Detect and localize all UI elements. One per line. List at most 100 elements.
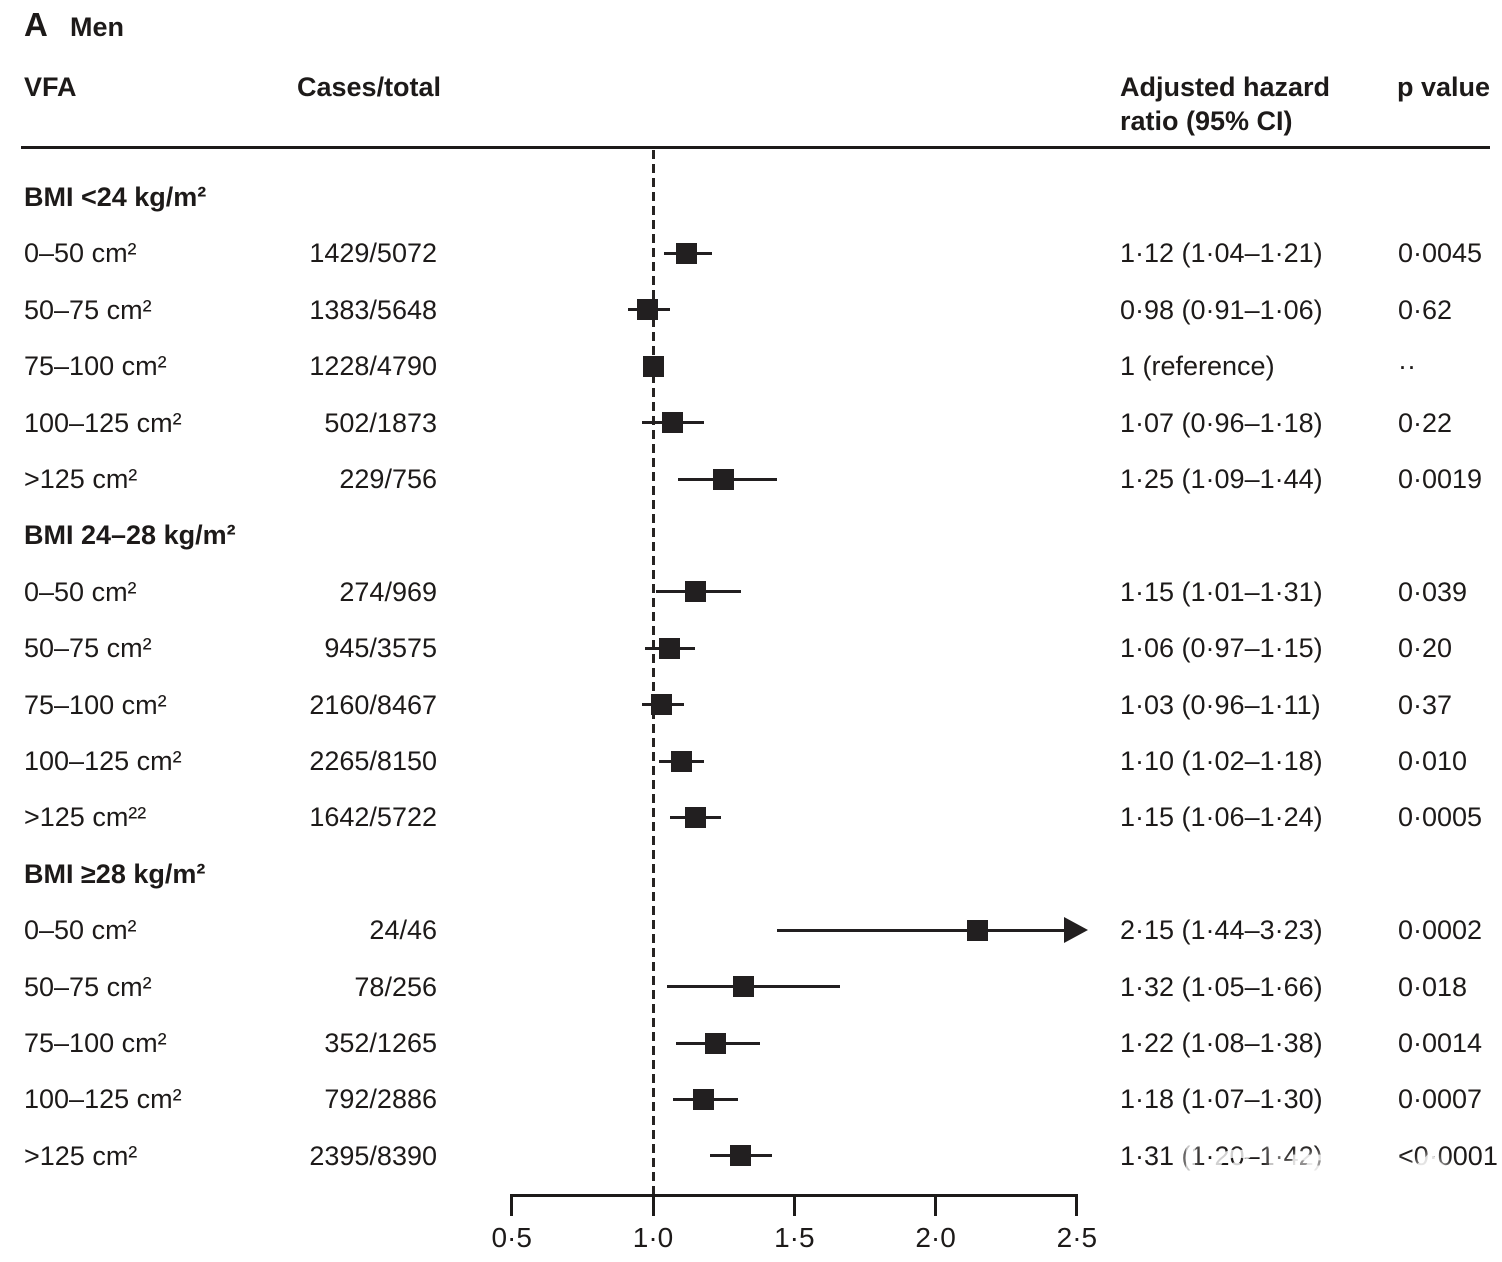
hr-marker bbox=[670, 750, 692, 772]
row-label: 0–50 cm² bbox=[24, 576, 137, 607]
x-axis-line bbox=[510, 1194, 1078, 1197]
row-label: 100–125 cm² bbox=[24, 1084, 182, 1115]
row-cases-total: 1383/5648 bbox=[309, 294, 437, 325]
column-header-adjusted-hazard-ratio: Adjusted hazard ratio (95% CI) bbox=[1120, 70, 1330, 138]
hr-marker bbox=[684, 581, 706, 603]
row-hazard-ratio-text: 1·22 (1·08–1·38) bbox=[1120, 1028, 1323, 1058]
x-axis-tick-label: 0·5 bbox=[491, 1222, 532, 1253]
row-label: 0–50 cm² bbox=[24, 915, 137, 946]
x-axis-tick-label: 2·0 bbox=[915, 1222, 956, 1253]
row-label: 75–100 cm² bbox=[24, 1028, 167, 1058]
row-hazard-ratio-text: 1 (reference) bbox=[1120, 351, 1275, 382]
hr-marker bbox=[713, 468, 735, 490]
x-axis-tick-label: 1·5 bbox=[774, 1222, 815, 1253]
x-axis-tick bbox=[510, 1196, 514, 1216]
x-axis-tick bbox=[1075, 1196, 1079, 1216]
column-header-vfa: VFA bbox=[24, 72, 77, 102]
reference-dashed-line bbox=[651, 150, 655, 1196]
row-cases-total: 24/46 bbox=[369, 915, 437, 946]
watermark-latin-text: MEDIECO GROUP bbox=[1290, 1196, 1480, 1217]
hr-marker bbox=[650, 694, 672, 716]
row-cases-total: 2160/8467 bbox=[309, 689, 437, 720]
row-cases-total: 792/2886 bbox=[324, 1084, 437, 1115]
group-label: BMI <24 kg/m² bbox=[24, 182, 207, 212]
x-axis-tick-label: 1·0 bbox=[632, 1222, 674, 1253]
row-cases-total: 945/3575 bbox=[324, 633, 437, 664]
row-p-value: 0·20 bbox=[1398, 633, 1453, 664]
row-hazard-ratio-text: 2·15 (1·44–3·23) bbox=[1120, 915, 1323, 946]
row-label: 50–75 cm² bbox=[24, 633, 152, 664]
row-hazard-ratio-text: 1·06 (0·97–1·15) bbox=[1120, 633, 1323, 664]
row-cases-total: 1429/5072 bbox=[309, 238, 437, 269]
column-header-hr-line1: Adjusted hazard bbox=[1120, 72, 1331, 102]
column-header-hr-line2: ratio (95% CI) bbox=[1120, 106, 1293, 136]
row-cases-total: 78/256 bbox=[354, 971, 437, 1002]
row-label: 75–100 cm² bbox=[24, 351, 167, 382]
row-label: 0–50 cm² bbox=[24, 238, 137, 269]
row-hazard-ratio-text: 1·12 (1·04–1·21) bbox=[1120, 238, 1323, 269]
row-label: >125 cm²² bbox=[24, 802, 147, 833]
hr-marker bbox=[676, 242, 698, 264]
row-p-value: 0·018 bbox=[1398, 971, 1468, 1002]
watermark-chinese-text: 医咖会 bbox=[1288, 1149, 1459, 1212]
row-p-value: 0·010 bbox=[1398, 746, 1468, 776]
x-axis-tick bbox=[792, 1196, 796, 1216]
hr-marker bbox=[967, 919, 989, 941]
row-cases-total: 2265/8150 bbox=[309, 746, 437, 776]
column-header-p-value: p value bbox=[1397, 72, 1491, 102]
row-p-value: 0·0019 bbox=[1398, 464, 1483, 494]
row-hazard-ratio-text: 1·25 (1·09–1·44) bbox=[1120, 464, 1323, 494]
row-label: 100–125 cm² bbox=[24, 407, 182, 438]
ci-arrowhead-right bbox=[1064, 917, 1088, 944]
watermark-logo bbox=[1186, 1132, 1278, 1228]
x-axis-tick bbox=[651, 1196, 655, 1216]
row-label: 75–100 cm² bbox=[24, 689, 167, 720]
row-p-value: 0·0005 bbox=[1398, 802, 1483, 833]
row-p-value: 0·62 bbox=[1398, 294, 1453, 325]
row-label: 50–75 cm² bbox=[24, 294, 152, 325]
row-hazard-ratio-text: 1·32 (1·05–1·66) bbox=[1120, 971, 1323, 1002]
row-p-value: 0·0002 bbox=[1398, 915, 1483, 946]
row-cases-total: 2395/8390 bbox=[309, 1140, 437, 1171]
group-label: BMI ≥28 kg/m² bbox=[24, 858, 206, 889]
row-p-value: 0·37 bbox=[1398, 689, 1453, 720]
row-hazard-ratio-text: 0·98 (0·91–1·06) bbox=[1120, 294, 1323, 325]
panel-title: Men bbox=[70, 12, 124, 42]
row-p-value: <0·0001 bbox=[1398, 1140, 1498, 1171]
row-p-value: 0·0045 bbox=[1398, 238, 1483, 269]
row-hazard-ratio-text: 1·03 (0·96–1·11) bbox=[1120, 689, 1321, 720]
row-p-value: 0·22 bbox=[1398, 407, 1453, 438]
group-label: BMI 24–28 kg/m² bbox=[24, 520, 236, 551]
panel-label: A bbox=[24, 6, 48, 43]
hr-marker bbox=[636, 299, 658, 321]
x-axis-tick bbox=[934, 1196, 938, 1216]
header-rule bbox=[21, 146, 1490, 149]
row-cases-total: 274/969 bbox=[339, 576, 437, 607]
row-hazard-ratio-text: 1·15 (1·06–1·24) bbox=[1120, 802, 1323, 833]
row-hazard-ratio-text: 1·15 (1·01–1·31) bbox=[1120, 576, 1323, 607]
row-p-value: ·· bbox=[1398, 351, 1416, 382]
ci-line bbox=[777, 928, 1066, 932]
row-cases-total: 502/1873 bbox=[324, 407, 437, 438]
hr-marker bbox=[730, 1145, 752, 1167]
row-label: >125 cm² bbox=[24, 1140, 138, 1171]
hr-marker bbox=[704, 1032, 726, 1054]
hr-marker bbox=[693, 1088, 715, 1110]
row-cases-total: 229/756 bbox=[339, 464, 437, 494]
hr-marker bbox=[732, 976, 754, 998]
row-p-value: 0·0014 bbox=[1398, 1028, 1483, 1058]
row-label: >125 cm² bbox=[24, 464, 138, 494]
row-label: 100–125 cm² bbox=[24, 746, 182, 776]
row-hazard-ratio-text: 1·07 (0·96–1·18) bbox=[1120, 407, 1323, 438]
hr-marker bbox=[659, 637, 681, 659]
row-label: 50–75 cm² bbox=[24, 971, 152, 1002]
column-header-cases-total: Cases/total bbox=[297, 72, 442, 102]
row-cases-total: 352/1265 bbox=[324, 1028, 437, 1058]
watermark-logo-glyph bbox=[1212, 1149, 1257, 1206]
hr-marker bbox=[662, 412, 684, 434]
row-hazard-ratio-text: 1·10 (1·02–1·18) bbox=[1120, 746, 1323, 776]
row-p-value: 0·0007 bbox=[1398, 1084, 1483, 1115]
row-cases-total: 1642/5722 bbox=[309, 802, 437, 833]
hr-marker bbox=[642, 355, 664, 377]
